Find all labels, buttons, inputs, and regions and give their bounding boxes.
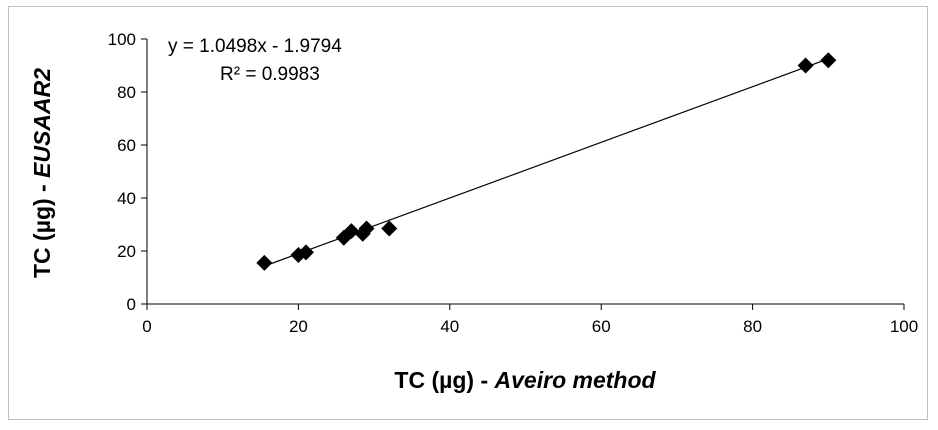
data-points xyxy=(256,52,837,271)
x-tick-label: 40 xyxy=(440,317,459,336)
data-point xyxy=(381,220,398,237)
axes xyxy=(141,38,905,310)
data-point xyxy=(797,57,814,74)
y-axis-title-plain: TC (µg) - xyxy=(29,178,55,278)
y-tick-label: 20 xyxy=(117,242,136,261)
r-squared-label: R² = 0.9983 xyxy=(220,64,320,85)
x-tick-label: 100 xyxy=(890,317,918,336)
tick-labels: 0 20 40 60 80 100 0 20 40 60 80 100 xyxy=(108,30,919,336)
y-tick-label: 60 xyxy=(117,136,136,155)
trendline-equation: y = 1.0498x - 1.9794 xyxy=(168,36,342,57)
y-axis-title: TC (µg) - EUSAAR2 xyxy=(29,68,55,278)
data-point xyxy=(343,223,360,240)
data-point xyxy=(820,52,837,69)
x-tick-label: 20 xyxy=(289,317,308,336)
data-point xyxy=(297,244,314,261)
x-axis-title-italic: Aveiro method xyxy=(494,367,657,393)
data-point xyxy=(358,220,375,237)
data-point xyxy=(256,254,273,271)
chart-frame xyxy=(8,6,928,420)
x-axis-title: TC (µg) - Aveiro method xyxy=(394,367,656,393)
y-tick-label: 100 xyxy=(108,30,136,49)
y-tick-label: 80 xyxy=(117,83,136,102)
y-axis-title-italic: EUSAAR2 xyxy=(29,68,55,178)
x-tick-label: 80 xyxy=(743,317,762,336)
y-tick-label: 40 xyxy=(117,189,136,208)
x-axis-title-plain: TC (µg) - xyxy=(394,367,494,393)
y-tick-label: 0 xyxy=(127,295,136,314)
x-tick-label: 0 xyxy=(142,317,151,336)
x-tick-label: 60 xyxy=(592,317,611,336)
